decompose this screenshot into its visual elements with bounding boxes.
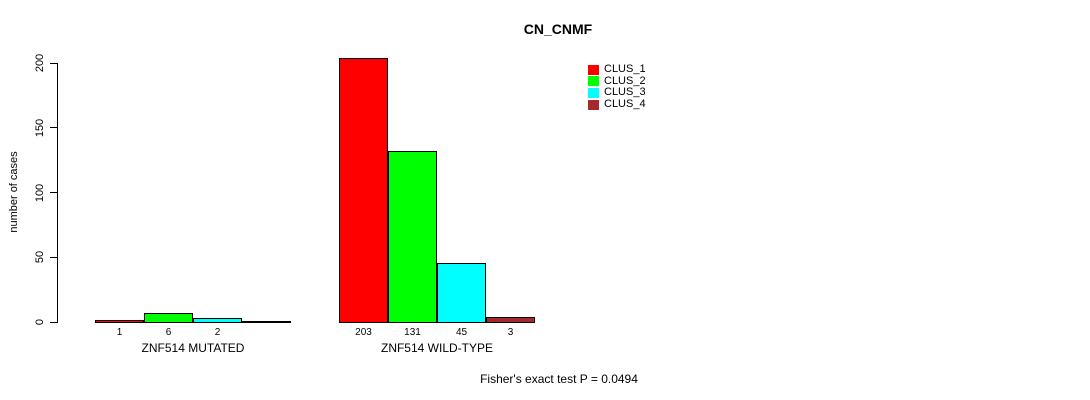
y-axis-tick bbox=[50, 321, 57, 323]
bar-clus_1-group2 bbox=[339, 58, 388, 323]
legend-color-swatch bbox=[588, 99, 599, 110]
y-axis-tick-label: 200 bbox=[34, 53, 46, 73]
bar-value-label: 131 bbox=[404, 327, 421, 338]
y-axis-tick-label: 0 bbox=[34, 318, 46, 326]
y-axis-label: number of cases bbox=[8, 151, 20, 233]
legend-item: CLUS_1 bbox=[588, 64, 646, 76]
legend: CLUS_1 CLUS_2 CLUS_3 CLUS_4 bbox=[588, 64, 646, 110]
bar-value-label: 45 bbox=[455, 327, 468, 338]
legend-color-swatch bbox=[588, 64, 599, 75]
fisher-test-annotation: Fisher's exact test P = 0.0494 bbox=[480, 372, 638, 386]
chart-title: CN_CNMF bbox=[523, 21, 593, 37]
y-axis-line bbox=[57, 63, 58, 323]
legend-item-label: CLUS_2 bbox=[604, 74, 646, 87]
legend-color-swatch bbox=[588, 87, 599, 98]
legend-color-swatch bbox=[588, 76, 599, 87]
y-axis-tick bbox=[50, 62, 57, 64]
bar-value-label: 6 bbox=[165, 327, 172, 338]
bar-clus_3-group1 bbox=[193, 318, 242, 323]
bar-clus_1-group1 bbox=[95, 319, 144, 323]
bar-clus_2-group1 bbox=[144, 313, 193, 323]
bar-value-label: 1 bbox=[116, 327, 123, 338]
bar-clus_4-group2 bbox=[486, 317, 535, 323]
x-axis-group-label: ZNF514 MUTATED bbox=[141, 341, 245, 355]
legend-item-label: CLUS_3 bbox=[604, 86, 646, 99]
bar-clus_2-group2 bbox=[388, 151, 437, 323]
legend-item: CLUS_2 bbox=[588, 74, 646, 88]
bar-value-label: 2 bbox=[214, 327, 221, 338]
y-axis-tick bbox=[50, 127, 57, 129]
y-axis-tick-label: 50 bbox=[34, 251, 46, 264]
bar-value-label: 203 bbox=[355, 327, 372, 338]
legend-item-label: CLUS_1 bbox=[604, 63, 646, 76]
bar-clus_4-group1 bbox=[242, 321, 291, 323]
legend-item: CLUS_3 bbox=[588, 87, 646, 99]
bar-value-label: 3 bbox=[507, 327, 514, 338]
bar-clus_3-group2 bbox=[437, 262, 486, 323]
legend-item-label: CLUS_4 bbox=[604, 98, 646, 111]
y-axis-tick bbox=[50, 192, 57, 193]
legend-item: CLUS_4 bbox=[588, 99, 646, 111]
y-axis-tick-label: 100 bbox=[34, 183, 46, 202]
x-axis-group-label: ZNF514 WILD-TYPE bbox=[380, 341, 494, 355]
y-axis-tick bbox=[50, 256, 57, 258]
y-axis-tick-label: 150 bbox=[34, 118, 46, 137]
